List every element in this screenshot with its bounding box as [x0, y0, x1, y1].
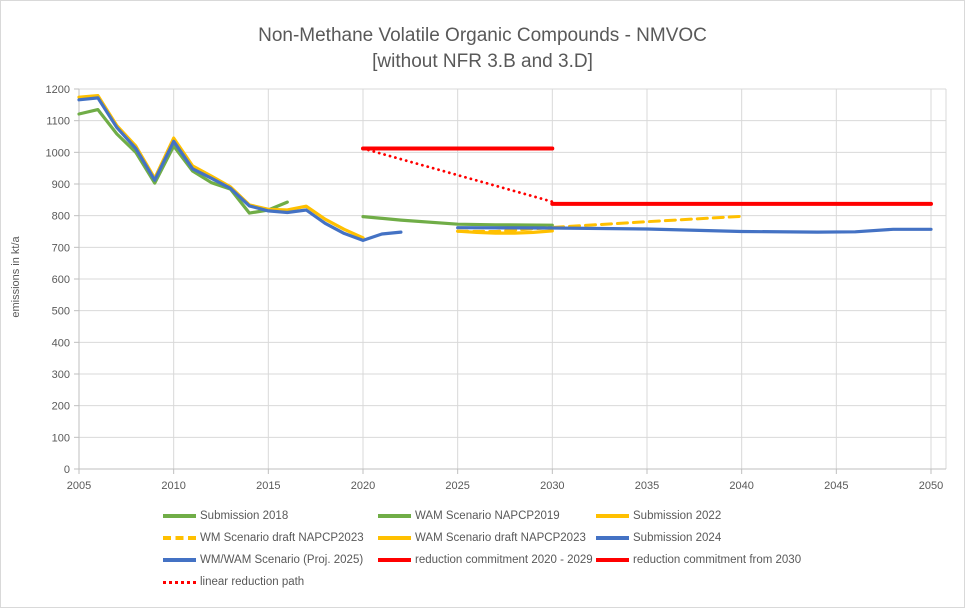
legend-label: Submission 2022	[633, 510, 722, 522]
y-tick-label: 200	[52, 401, 70, 413]
series-line-wam-scenario-draft-napcp2023	[456, 229, 554, 235]
legend-label: reduction commitment from 2030	[633, 554, 802, 566]
series-line-wam-scenario-napcp2019	[361, 215, 554, 227]
chart-subtitle: [without NFR 3.B and 3.D]	[372, 51, 593, 72]
x-tick-label: 2020	[351, 480, 375, 492]
chart-title-block: Non-Methane Volatile Organic Compounds -…	[1, 23, 964, 75]
series-line-submission-2024	[77, 96, 403, 242]
y-tick-label: 300	[52, 369, 70, 381]
y-tick-label: 600	[52, 274, 70, 286]
x-tick-label: 2040	[729, 480, 753, 492]
legend-swatch	[163, 536, 196, 540]
legend-item-wam-scenario-draft-napcp2023: WAM Scenario draft NAPCP2023	[378, 527, 586, 549]
legend-item-linear-reduction-path: linear reduction path	[163, 571, 304, 593]
legend-item-reduction-commitment-2020-2029: reduction commitment 2020 - 2029	[378, 549, 593, 571]
y-tick-label: 0	[64, 464, 70, 476]
x-tick-label: 2050	[919, 480, 943, 492]
y-tick-label: 400	[52, 337, 70, 349]
y-tick-label: 1000	[46, 147, 70, 159]
legend-item-wm-wam-scenario-proj-2025-: WM/WAM Scenario (Proj. 2025)	[163, 549, 363, 571]
y-tick-label: 1100	[46, 116, 70, 128]
chart-title: Non-Methane Volatile Organic Compounds -…	[258, 25, 707, 46]
y-tick-label: 500	[52, 306, 70, 318]
x-tick-label: 2035	[635, 480, 659, 492]
legend-swatch	[378, 558, 411, 562]
legend-label: WAM Scenario draft NAPCP2023	[415, 532, 586, 544]
y-tick-label: 900	[52, 179, 70, 191]
y-tick-label: 100	[52, 432, 70, 444]
legend-label: reduction commitment 2020 - 2029	[415, 554, 593, 566]
series-line-submission-2022	[77, 93, 365, 240]
legend-item-submission-2022: Submission 2022	[596, 505, 721, 527]
x-tick-label: 2015	[256, 480, 280, 492]
y-tick-label: 1200	[46, 84, 70, 96]
legend-swatch	[596, 514, 629, 518]
x-tick-label: 2010	[161, 480, 185, 492]
legend-label: Submission 2018	[200, 510, 289, 522]
plot-area: 0 100 200 300 400 500 600 700 800 900 1000 1100 1200…	[46, 84, 947, 492]
y-tick-label: 800	[52, 211, 70, 223]
legend-swatch	[596, 536, 629, 540]
x-tick-label: 2005	[67, 480, 91, 492]
legend-swatch	[163, 580, 196, 584]
x-tick-label: 2025	[445, 480, 469, 492]
legend-item-submission-2018: Submission 2018	[163, 505, 288, 527]
legend-label: WM Scenario draft NAPCP2023	[200, 532, 364, 544]
legend-label: WM/WAM Scenario (Proj. 2025)	[200, 554, 364, 566]
x-tick-label: 2045	[824, 480, 848, 492]
x-tick-label: 2030	[540, 480, 564, 492]
legend-swatch	[596, 558, 629, 562]
legend-swatch	[378, 536, 411, 540]
series-line-submission-2018	[77, 107, 289, 215]
legend-label: WAM Scenario NAPCP2019	[415, 510, 560, 522]
legend-item-submission-2024: Submission 2024	[596, 527, 721, 549]
legend-item-wam-scenario-napcp2019: WAM Scenario NAPCP2019	[378, 505, 560, 527]
legend-label: linear reduction path	[200, 576, 305, 588]
y-tick-label: 700	[52, 242, 70, 254]
series-line-linear-reduction-path	[361, 147, 554, 204]
series-line-wm-wam-scenario-proj-2025-	[456, 226, 933, 234]
legend-swatch	[163, 514, 196, 518]
legend-swatch	[163, 558, 196, 562]
legend-label: Submission 2024	[633, 532, 722, 544]
legend-item-reduction-commitment-from-2030: reduction commitment from 2030	[596, 549, 801, 571]
legend-item-wm-scenario-draft-napcp2023: WM Scenario draft NAPCP2023	[163, 527, 364, 549]
legend-swatch	[378, 514, 411, 518]
